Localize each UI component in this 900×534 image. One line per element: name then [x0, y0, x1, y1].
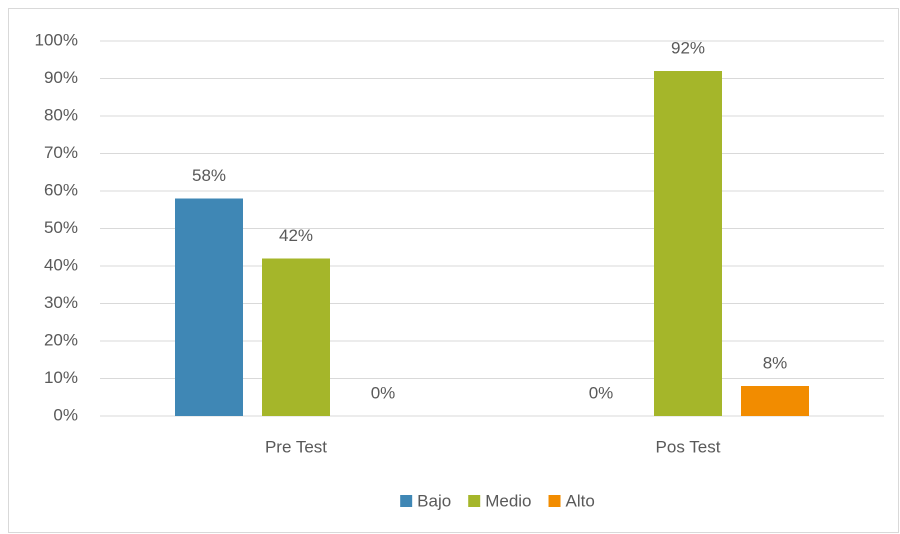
legend-label: Medio — [485, 491, 531, 510]
y-tick-label: 60% — [44, 180, 78, 199]
chart-frame — [8, 8, 899, 533]
legend-label: Alto — [566, 491, 595, 510]
data-label: 58% — [192, 166, 226, 185]
y-tick-label: 30% — [44, 293, 78, 312]
y-tick-label: 20% — [44, 330, 78, 349]
data-label: 0% — [371, 383, 396, 402]
legend-swatch — [468, 495, 481, 507]
bar — [741, 386, 809, 416]
y-tick-label: 0% — [53, 405, 78, 424]
data-label: 8% — [763, 353, 788, 372]
y-tick-label: 10% — [44, 368, 78, 387]
legend-swatch — [400, 495, 413, 507]
data-label: 0% — [589, 383, 614, 402]
y-tick-label: 70% — [44, 143, 78, 162]
y-tick-label: 40% — [44, 255, 78, 274]
x-tick-label: Pos Test — [656, 437, 721, 456]
y-tick-label: 50% — [44, 218, 78, 237]
legend-label: Bajo — [417, 491, 451, 510]
bar — [654, 71, 722, 416]
x-tick-label: Pre Test — [265, 437, 327, 456]
bar — [262, 258, 330, 416]
bar — [175, 198, 243, 416]
y-tick-label: 80% — [44, 105, 78, 124]
legend-swatch — [548, 495, 561, 507]
data-label: 92% — [671, 38, 705, 57]
y-tick-label: 90% — [44, 68, 78, 87]
y-tick-label: 100% — [35, 30, 78, 49]
data-label: 42% — [279, 226, 313, 245]
